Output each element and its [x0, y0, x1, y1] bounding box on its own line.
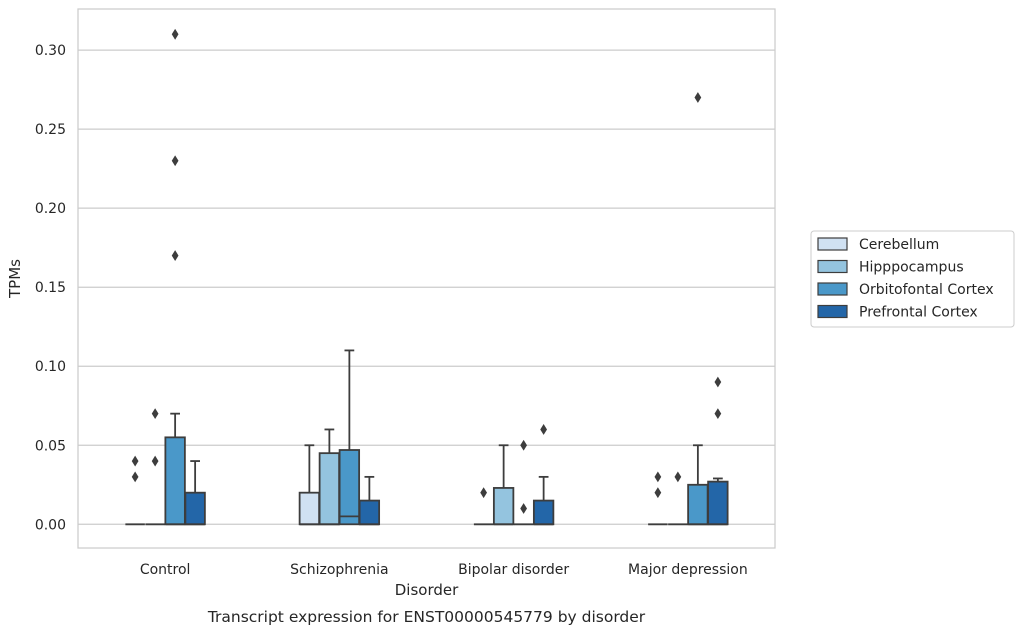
y-tick-label: 0.05 — [35, 438, 66, 454]
box — [687, 483, 709, 526]
x-tick-label: Control — [140, 562, 191, 578]
box-orbitofontal-cortex — [687, 92, 709, 526]
box — [298, 491, 321, 526]
outlier-point — [171, 250, 179, 261]
box-hipppocampus — [668, 471, 688, 526]
legend-swatch — [817, 304, 848, 319]
box — [707, 480, 729, 526]
outlier-point — [131, 471, 139, 483]
box — [164, 436, 186, 526]
y-axis-label: TPMs — [6, 259, 24, 299]
outlier-point — [654, 471, 662, 483]
box — [532, 499, 555, 526]
box — [184, 491, 206, 526]
y-tick-label: 0.00 — [35, 517, 66, 533]
box-hipppocampus — [318, 428, 341, 526]
box-prefrontal-cortex — [358, 475, 381, 526]
box-hipppocampus — [145, 408, 165, 526]
y-tick-label: 0.15 — [35, 280, 66, 296]
box-cerebellum — [125, 455, 145, 526]
box — [492, 487, 515, 526]
legend-label: Orbitofontal Cortex — [859, 282, 994, 298]
outlier-point — [171, 155, 179, 167]
outlier-point — [694, 92, 702, 103]
legend-label: Hipppocampus — [859, 260, 964, 276]
box-orbitofontal-cortex — [338, 349, 361, 526]
box-prefrontal-cortex — [707, 376, 729, 526]
legend-label: Cerebellum — [859, 237, 939, 253]
x-axis-label: Disorder — [395, 581, 459, 599]
box-prefrontal-cortex — [184, 460, 206, 526]
legend-frame — [810, 230, 1015, 328]
outlier-point — [714, 376, 722, 388]
y-tick-label: 0.25 — [35, 122, 66, 138]
plot-area — [125, 28, 729, 526]
box-cerebellum — [473, 487, 494, 526]
legend-swatch — [817, 237, 848, 251]
x-tick-label: Major depression — [628, 562, 748, 578]
outlier-point — [151, 455, 159, 467]
chart-caption: Transcript expression for ENST0000054577… — [207, 608, 646, 626]
box — [358, 499, 381, 526]
legend-label: Prefrontal Cortex — [859, 305, 978, 321]
outlier-point — [171, 28, 179, 40]
x-tick-label: Schizophrenia — [290, 562, 388, 578]
box-orbitofontal-cortex — [513, 439, 534, 526]
legend-swatch — [817, 259, 848, 274]
outlier-point — [151, 408, 159, 420]
outlier-point — [520, 503, 527, 514]
outlier-point — [654, 487, 662, 499]
gridlines — [78, 49, 775, 525]
x-tick-label: Bipolar disorder — [458, 562, 569, 578]
outlier-point — [480, 487, 487, 499]
outlier-point — [714, 408, 722, 420]
legend: Cerebellum Hipppocampus Orbitofontal Corte… — [810, 230, 1015, 328]
outlier-point — [674, 471, 682, 483]
outlier-point — [131, 455, 139, 467]
box — [318, 452, 341, 526]
box-hipppocampus — [492, 444, 515, 526]
box — [338, 449, 361, 526]
plot-frame — [77, 8, 776, 549]
y-tick-label: 0.20 — [35, 201, 66, 217]
y-tick-label: 0.30 — [35, 43, 66, 59]
box-orbitofontal-cortex — [164, 28, 186, 526]
box-cerebellum — [298, 444, 321, 526]
box-prefrontal-cortex — [532, 424, 555, 526]
outlier-point — [520, 439, 527, 451]
y-axis-ticks: 0.00 0.05 0.10 0.15 0.20 0.25 0.30 — [35, 43, 66, 533]
outlier-point — [540, 424, 547, 435]
y-tick-label: 0.10 — [35, 359, 66, 375]
x-axis-ticks: Control Schizophrenia Bipolar disorder Majo… — [140, 562, 748, 578]
legend-swatch — [817, 282, 848, 296]
box-cerebellum — [648, 471, 668, 526]
